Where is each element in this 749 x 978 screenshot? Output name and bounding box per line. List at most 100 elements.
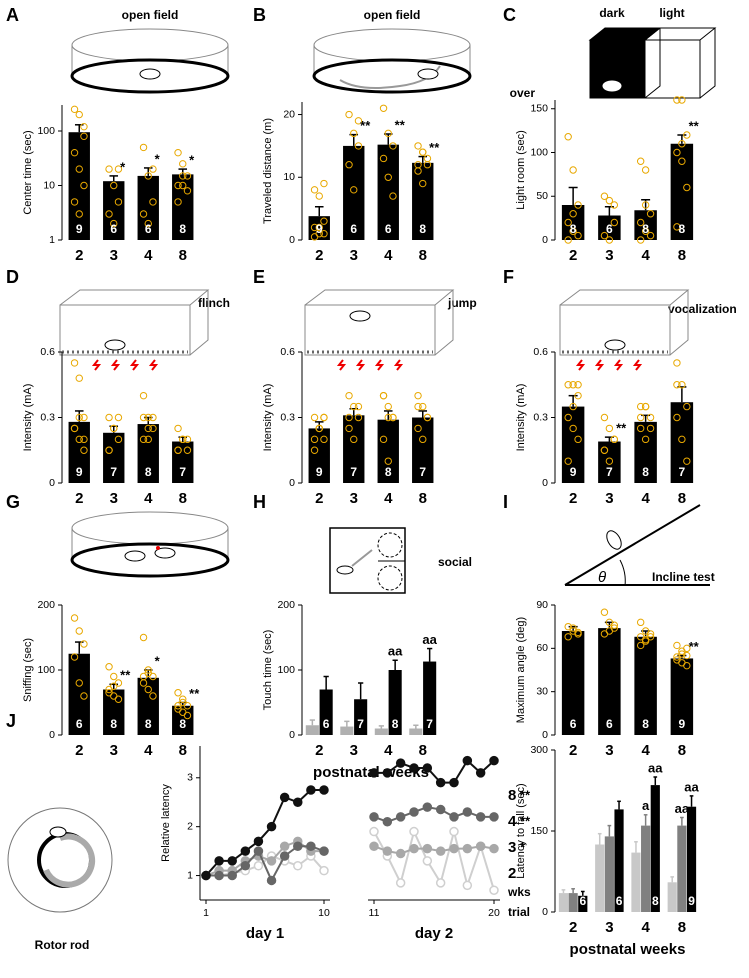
- data-point: [569, 210, 577, 218]
- data-point: [678, 650, 686, 658]
- significance: *: [120, 159, 126, 174]
- significance: **: [520, 813, 531, 828]
- panel-letter: I: [503, 492, 508, 512]
- series-marker: [214, 856, 224, 866]
- x-tick-label: 3: [605, 490, 613, 507]
- data-point: [70, 198, 79, 206]
- x-tick-label: 4: [144, 742, 153, 759]
- data-point: [673, 96, 681, 104]
- series-marker: [253, 846, 264, 856]
- data-point: [574, 201, 582, 209]
- data-point: [310, 233, 319, 241]
- bar: [137, 175, 159, 240]
- x-tick-label: 2: [315, 742, 323, 759]
- data-point: [636, 218, 645, 227]
- significance: **: [520, 787, 531, 802]
- data-point: [419, 148, 427, 156]
- series-line: [205, 789, 324, 877]
- y-tick-label: 0: [289, 729, 295, 741]
- legend-label: 8: [508, 787, 516, 804]
- data-point: [384, 413, 392, 422]
- x-tick-label: 8: [678, 490, 686, 507]
- data-point: [379, 104, 388, 112]
- series-marker: [449, 812, 459, 822]
- bar: [377, 144, 399, 240]
- bar: [670, 143, 694, 240]
- data-point: [149, 413, 157, 422]
- panel-letter: C: [503, 5, 516, 25]
- y-tick-label: 0: [542, 234, 548, 246]
- y-tick-label: 2: [187, 820, 193, 832]
- y-tick-label: 60: [536, 642, 548, 654]
- data-point: [605, 196, 614, 205]
- data-point: [110, 682, 118, 690]
- data-point: [114, 695, 123, 703]
- data-point: [179, 695, 187, 703]
- data-point: [105, 689, 113, 697]
- data-point: [636, 424, 645, 433]
- data-point: [149, 198, 157, 206]
- data-point: [564, 457, 572, 465]
- data-point: [75, 627, 83, 635]
- x-tick-label: 8: [678, 247, 686, 264]
- sample-size: 8: [642, 222, 649, 236]
- y-tick-label: 10: [283, 171, 295, 183]
- data-point: [139, 633, 148, 642]
- bar: [670, 658, 694, 735]
- data-point: [174, 689, 182, 697]
- series-marker: [462, 843, 473, 854]
- x-tick-label: 2: [315, 490, 323, 507]
- sample-size: 6: [616, 894, 623, 908]
- annotation: social: [438, 555, 472, 569]
- sample-size: 9: [679, 717, 686, 731]
- x-tick-label: 4: [384, 247, 393, 264]
- bar: [667, 882, 677, 912]
- series-marker: [462, 880, 473, 891]
- data-point: [423, 154, 432, 163]
- data-point: [389, 142, 397, 150]
- sample-size: 7: [426, 717, 433, 731]
- series-marker: [475, 841, 486, 851]
- data-point: [144, 424, 152, 433]
- significance: aa: [422, 632, 437, 647]
- series-marker: [395, 758, 406, 768]
- series-line: [374, 759, 495, 784]
- data-point: [641, 166, 650, 174]
- data-point: [75, 110, 83, 119]
- bar: [598, 441, 621, 483]
- series-marker: [435, 804, 446, 815]
- significance: *: [155, 151, 161, 166]
- data-point: [320, 413, 328, 422]
- x-tick-label: 3: [110, 247, 118, 264]
- data-point: [179, 181, 187, 190]
- y-tick-label: 50: [536, 190, 548, 202]
- data-point: [354, 413, 363, 422]
- data-point: [641, 227, 650, 235]
- data-point: [144, 685, 152, 694]
- data-point: [144, 172, 152, 180]
- x-tick-label: 3: [110, 742, 118, 759]
- significance: **: [429, 140, 440, 155]
- data-point: [673, 148, 681, 157]
- data-point: [414, 424, 422, 433]
- data-point: [384, 173, 392, 181]
- data-point: [683, 644, 691, 653]
- data-point: [75, 679, 83, 687]
- data-point: [139, 413, 148, 422]
- data-point: [310, 435, 319, 444]
- data-point: [636, 641, 645, 650]
- y-tick-label: 10: [43, 179, 55, 191]
- data-point: [379, 154, 388, 163]
- data-point: [144, 435, 152, 444]
- data-point: [569, 227, 577, 235]
- data-point: [70, 148, 79, 157]
- significance: *: [189, 153, 195, 168]
- series-marker: [369, 768, 379, 778]
- data-point: [683, 651, 691, 660]
- series-marker: [369, 841, 379, 851]
- series-line: [373, 828, 495, 891]
- sample-size: 8: [419, 222, 426, 236]
- y-tick-label: 0.3: [40, 411, 55, 423]
- data-point: [144, 219, 152, 228]
- bar: [631, 852, 641, 912]
